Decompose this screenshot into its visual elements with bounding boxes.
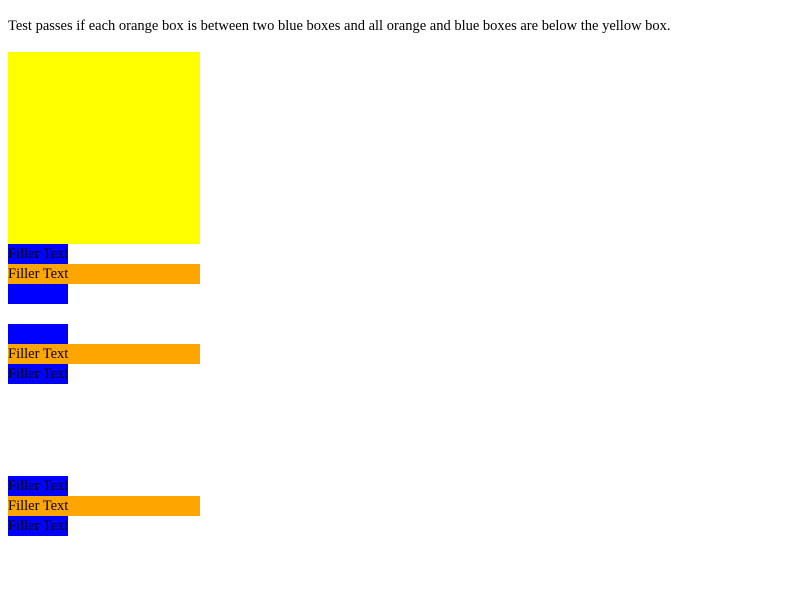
group-3-orange-box: Filler Text [8, 496, 200, 516]
yellow-box [8, 52, 200, 244]
group-1-bottom-blue-box [8, 284, 68, 304]
group-2-bottom-blue-box: Filler Text [8, 364, 68, 384]
group-2-top-blue-box [8, 324, 68, 344]
group-1-orange-box: Filler Text [8, 264, 200, 284]
group-1-top-blue-box: Filler Text [8, 244, 68, 264]
group-3-bottom-blue-box: Filler Text [8, 516, 68, 536]
group-3-top-blue-box: Filler Text [8, 476, 68, 496]
test-instruction: Test passes if each orange box is betwee… [8, 18, 671, 34]
group-2-orange-box: Filler Text [8, 344, 200, 364]
